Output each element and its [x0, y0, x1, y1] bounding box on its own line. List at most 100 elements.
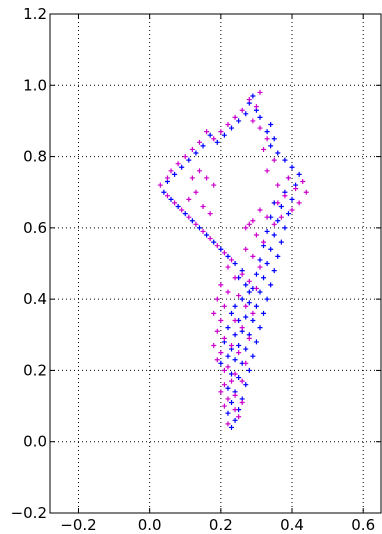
data-point [246, 367, 252, 373]
y-tick-label: 0.6 [23, 219, 47, 237]
data-point [253, 271, 259, 277]
data-point [225, 253, 231, 259]
data-point [221, 250, 227, 256]
data-point [221, 367, 227, 373]
data-point [214, 296, 220, 302]
data-point [218, 360, 224, 366]
data-point [246, 300, 252, 306]
data-point [250, 118, 256, 124]
data-point [282, 225, 288, 231]
data-point [229, 310, 235, 316]
data-point [196, 139, 202, 145]
data-point [264, 261, 270, 266]
data-point [232, 371, 238, 377]
data-point [232, 357, 238, 363]
data-point [303, 189, 309, 195]
data-point [211, 342, 217, 348]
data-point [250, 318, 256, 324]
data-point [221, 335, 227, 341]
data-point [296, 171, 302, 177]
data-point [214, 357, 220, 363]
data-point [211, 310, 217, 316]
data-point [207, 132, 213, 138]
data-point [243, 225, 249, 231]
data-point [204, 129, 210, 135]
data-point [157, 182, 163, 188]
y-tick-label: 1.0 [23, 76, 47, 94]
data-point [218, 389, 224, 395]
data-point [285, 175, 291, 181]
y-tick-label: 0.8 [23, 148, 47, 166]
data-point [218, 129, 224, 135]
data-point [246, 289, 252, 295]
data-point [236, 375, 242, 381]
data-point [221, 403, 227, 409]
data-point [225, 353, 231, 359]
data-point [172, 200, 178, 206]
data-point [250, 218, 256, 224]
data-point [196, 225, 202, 231]
data-point [261, 310, 267, 316]
data-point [239, 400, 245, 406]
data-point [218, 246, 224, 252]
data-point [189, 175, 195, 181]
data-point [275, 200, 281, 206]
data-point [182, 154, 188, 160]
y-tick-label: 1.2 [23, 5, 47, 23]
x-tick-label: 0.6 [351, 516, 375, 534]
data-point [243, 111, 249, 117]
data-point [229, 257, 235, 263]
data-point [264, 214, 270, 220]
data-point [200, 203, 206, 209]
data-point [218, 318, 224, 324]
data-point [275, 150, 281, 156]
plot-frame [49, 13, 382, 514]
data-point [225, 121, 231, 127]
data-point [229, 424, 235, 430]
axis-ticks: −0.2 0.0 0.2 0.4 0.6 −0.2 0.0 0.2 0.4 0.6 0.8 1.0 1.… [11, 5, 381, 534]
data-point [186, 214, 192, 220]
data-point [239, 107, 245, 113]
data-point [200, 228, 206, 234]
data-point [214, 328, 220, 334]
data-point [271, 157, 277, 163]
data-point [271, 232, 277, 238]
data-point [204, 232, 210, 238]
data-point [253, 285, 259, 291]
data-point [214, 139, 220, 145]
data-point [282, 193, 288, 199]
data-point [250, 93, 256, 99]
data-point [218, 282, 224, 288]
data-point [211, 182, 217, 188]
data-point [268, 143, 274, 149]
data-point [179, 164, 185, 170]
data-point [289, 196, 295, 202]
data-point [261, 275, 267, 281]
data-point [250, 253, 256, 259]
data-point [243, 246, 249, 252]
data-point [207, 211, 213, 217]
data-point [186, 157, 192, 163]
data-point [239, 378, 245, 384]
data-point [232, 114, 238, 120]
data-point [211, 136, 217, 142]
data-point [236, 350, 242, 356]
data-point [253, 339, 259, 345]
data-point [239, 271, 245, 277]
data-point [161, 189, 167, 195]
data-point [239, 325, 245, 331]
y-tick-label: −0.2 [11, 504, 47, 522]
data-point [289, 207, 295, 213]
data-point [221, 132, 227, 138]
data-point [225, 289, 231, 295]
data-point [289, 164, 295, 170]
data-point [232, 275, 238, 281]
data-point [246, 335, 252, 341]
data-point [211, 239, 217, 245]
data-point [236, 342, 242, 348]
data-point [229, 342, 235, 348]
data-point [250, 353, 256, 359]
x-tick-label: 0.4 [280, 516, 304, 534]
data-point [225, 385, 231, 391]
